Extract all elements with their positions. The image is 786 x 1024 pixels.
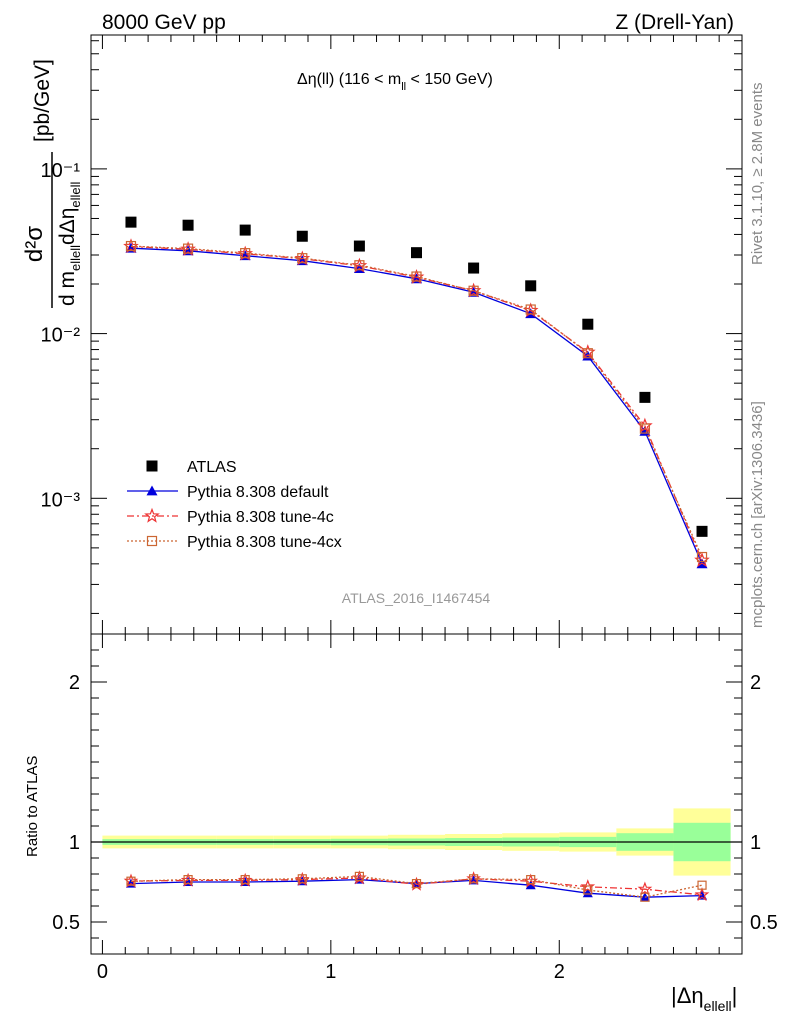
mcplots-label: mcplots.cern.ch [arXiv:1306.3436] (749, 401, 766, 628)
y-label-numerator: d²σ (21, 226, 48, 262)
series-line (130, 245, 703, 558)
data-point (296, 230, 308, 242)
data-point (146, 535, 158, 547)
data-point (525, 304, 536, 315)
y-label-den-sub2: ellell (68, 181, 83, 207)
y-tick-label: 10⁻³ (41, 489, 81, 511)
ratio-y-tick-label-right: 2 (750, 672, 761, 694)
data-point (696, 525, 708, 537)
ratio-frame-box (90, 633, 743, 955)
header-left: 8000 GeV pp (102, 11, 226, 34)
main-title-post: < 150 GeV) (406, 71, 493, 88)
data-point (526, 874, 536, 885)
data-point (411, 878, 422, 889)
data-point (580, 879, 596, 894)
main-title-pre: Δη(ll) (116 < m (297, 71, 401, 88)
y-label-den-d: d m (56, 271, 79, 306)
x-tick-label: 0 (97, 961, 108, 983)
rivet-label: Rivet 3.1.10, ≥ 2.8M events (749, 83, 766, 266)
legend-entry-label: ATLAS (187, 459, 237, 476)
main-series (123, 216, 710, 569)
data-point (354, 871, 364, 882)
y-axis-label: d²σ d mellelldΔηellell [pb/GeV] (21, 59, 83, 308)
data-point (182, 219, 194, 231)
data-point (583, 885, 593, 895)
data-point (468, 285, 479, 296)
ratio-y-tick-label: 2 (69, 672, 80, 694)
data-point (240, 248, 251, 259)
series-line (130, 245, 703, 561)
ratio-series (123, 870, 710, 902)
ratio-series-line (130, 875, 703, 898)
data-point (411, 247, 422, 259)
data-point (144, 507, 160, 523)
data-point (297, 253, 308, 264)
data-point (239, 224, 251, 236)
data-point (297, 874, 307, 884)
x-tick-label: 2 (554, 961, 565, 983)
x-label-sub: ellell (704, 998, 732, 1014)
y-tick-label: 10⁻¹ (41, 160, 81, 182)
data-point (697, 880, 707, 890)
ratio-y-tick-label-right: 1 (750, 832, 761, 854)
data-point (126, 876, 136, 886)
ratio-y-tick-label-right: 0.5 (750, 912, 778, 934)
data-point (639, 391, 651, 403)
data-point (125, 216, 137, 228)
y-label-den-deta: dΔη (56, 208, 79, 245)
data-point (525, 280, 537, 292)
data-point (694, 887, 710, 902)
data-point (353, 240, 365, 252)
data-point (696, 551, 708, 563)
x-label-close: | (732, 983, 738, 1008)
analysis-watermark: ATLAS_2016_I1467454 (342, 590, 491, 606)
y-tick-label: 10⁻² (41, 325, 81, 347)
data-point (146, 485, 158, 496)
ratio-y-tick-label: 1 (69, 832, 80, 854)
data-point (469, 874, 479, 884)
data-point (240, 874, 250, 885)
data-point (183, 874, 193, 885)
ratio-series-line (130, 877, 703, 896)
data-point (411, 271, 422, 282)
x-tick-label: 1 (325, 961, 336, 983)
legend-entry-label: Pythia 8.308 tune-4c (187, 509, 334, 526)
header-right: Z (Drell-Yan) (615, 11, 734, 34)
data-point (525, 880, 536, 890)
ratio-panel (90, 633, 743, 955)
ratio-uncertainty-band (91, 808, 742, 876)
data-point (146, 460, 158, 472)
data-point (640, 892, 650, 902)
legend-entry-label: Pythia 8.308 default (187, 484, 329, 501)
ratio-y-label: Ratio to ATLAS (24, 756, 41, 857)
main-axis-ticks: 10⁻³ 10⁻² 10⁻¹ (41, 35, 743, 614)
data-point (582, 318, 594, 330)
legend: ATLAS Pythia 8.308 default Pythia 8.308 tu… (127, 459, 342, 551)
ratio-y-tick-label: 0.5 (52, 912, 80, 934)
legend-entry-label: Pythia 8.308 tune-4cx (187, 534, 342, 551)
x-axis-label: |Δηellell| (671, 983, 737, 1014)
data-point (639, 423, 651, 434)
y-label-unit: [pb/GeV] (31, 59, 54, 142)
data-point (637, 881, 653, 896)
y-label-denominator: d mellelldΔηellell (56, 181, 83, 306)
ratio-axis-ticks: 0 1 2 0.5 0.5 1 1 2 2 (52, 620, 778, 983)
data-point (582, 348, 593, 359)
data-point (354, 260, 365, 271)
main-title-sub: ll (401, 81, 406, 93)
main-title: Δη(ll) (116 < mll < 150 GeV) (297, 71, 493, 93)
x-label-main: |Δη (671, 983, 704, 1008)
data-point (182, 243, 194, 254)
data-point (582, 888, 593, 898)
data-point (468, 262, 480, 274)
y-label-den-sub1: ellell (68, 245, 83, 271)
data-point (125, 240, 137, 252)
